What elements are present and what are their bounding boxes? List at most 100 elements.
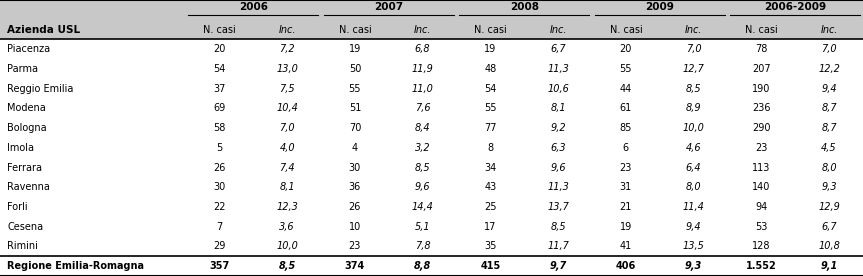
Text: 10,6: 10,6 (547, 84, 569, 94)
Text: Inc.: Inc. (414, 25, 432, 34)
Text: 44: 44 (620, 84, 632, 94)
Text: 7,4: 7,4 (280, 163, 295, 172)
Text: 30: 30 (213, 182, 225, 192)
Text: 7,0: 7,0 (280, 123, 295, 133)
Text: 406: 406 (616, 261, 636, 271)
Text: Ravenna: Ravenna (8, 182, 50, 192)
Text: 9,2: 9,2 (551, 123, 566, 133)
Text: 43: 43 (484, 182, 496, 192)
Text: 6,4: 6,4 (686, 163, 702, 172)
Text: 8,5: 8,5 (415, 163, 431, 172)
Text: 11,9: 11,9 (412, 64, 433, 74)
Text: 22: 22 (213, 202, 225, 212)
Text: 9,3: 9,3 (822, 182, 837, 192)
Text: 19: 19 (620, 222, 632, 232)
Text: 6,8: 6,8 (415, 44, 431, 54)
Text: Forli: Forli (8, 202, 28, 212)
Text: 10,4: 10,4 (276, 104, 298, 113)
Text: 85: 85 (620, 123, 632, 133)
Text: 128: 128 (753, 242, 771, 251)
Text: 7,8: 7,8 (415, 242, 431, 251)
Text: 19: 19 (484, 44, 496, 54)
Text: Bologna: Bologna (8, 123, 47, 133)
Text: Imola: Imola (8, 143, 35, 153)
Text: 30: 30 (349, 163, 361, 172)
Text: 6,7: 6,7 (822, 222, 837, 232)
Text: 12,3: 12,3 (276, 202, 298, 212)
Text: Piacenza: Piacenza (8, 44, 51, 54)
Text: 9,6: 9,6 (551, 163, 566, 172)
Text: 10,8: 10,8 (818, 242, 840, 251)
Text: 8,5: 8,5 (551, 222, 566, 232)
Text: 8,8: 8,8 (414, 261, 432, 271)
Text: N. casi: N. casi (474, 25, 507, 34)
Text: 77: 77 (484, 123, 496, 133)
Text: 14,4: 14,4 (412, 202, 433, 212)
Text: 7,6: 7,6 (415, 104, 431, 113)
Text: Inc.: Inc. (821, 25, 838, 34)
Text: 8,1: 8,1 (551, 104, 566, 113)
Text: Regione Emilia-Romagna: Regione Emilia-Romagna (8, 261, 144, 271)
Text: 8,0: 8,0 (686, 182, 702, 192)
Text: 140: 140 (753, 182, 771, 192)
Text: 20: 20 (620, 44, 632, 54)
Text: 4,5: 4,5 (822, 143, 837, 153)
Text: 6: 6 (623, 143, 629, 153)
Text: Rimini: Rimini (8, 242, 38, 251)
Text: 11,7: 11,7 (547, 242, 569, 251)
Text: 21: 21 (620, 202, 632, 212)
Text: Modena: Modena (8, 104, 47, 113)
Text: 13,7: 13,7 (547, 202, 569, 212)
Text: 35: 35 (484, 242, 496, 251)
Text: 9,3: 9,3 (685, 261, 702, 271)
Text: Reggio Emilia: Reggio Emilia (8, 84, 74, 94)
Text: 8,0: 8,0 (822, 163, 837, 172)
Text: 17: 17 (484, 222, 496, 232)
Text: 12,7: 12,7 (683, 64, 704, 74)
Text: 78: 78 (755, 44, 767, 54)
Text: 6,7: 6,7 (551, 44, 566, 54)
Text: N. casi: N. casi (609, 25, 642, 34)
Text: 26: 26 (213, 163, 225, 172)
Text: 3,6: 3,6 (280, 222, 295, 232)
Text: N. casi: N. casi (203, 25, 236, 34)
Text: 7,5: 7,5 (280, 84, 295, 94)
Text: 7,0: 7,0 (686, 44, 702, 54)
Text: 23: 23 (620, 163, 632, 172)
Text: 50: 50 (349, 64, 361, 74)
Text: 41: 41 (620, 242, 632, 251)
Text: 55: 55 (349, 84, 361, 94)
Text: 8,5: 8,5 (279, 261, 296, 271)
Text: 7: 7 (217, 222, 223, 232)
Text: Ferrara: Ferrara (8, 163, 42, 172)
Text: 4: 4 (352, 143, 358, 153)
Bar (0, 177, 863, 197)
Text: 54: 54 (213, 64, 225, 74)
Text: 55: 55 (484, 104, 496, 113)
Text: 236: 236 (753, 104, 771, 113)
Text: 4,0: 4,0 (280, 143, 295, 153)
Text: 415: 415 (481, 261, 501, 271)
Text: 70: 70 (349, 123, 361, 133)
Bar (0, 0, 863, 20)
Text: 1.552: 1.552 (746, 261, 777, 271)
Text: 11,3: 11,3 (547, 64, 569, 74)
Text: 51: 51 (349, 104, 361, 113)
Text: 3,2: 3,2 (415, 143, 431, 153)
Text: 94: 94 (755, 202, 767, 212)
Bar (0, 118, 863, 138)
Text: 11,4: 11,4 (683, 202, 704, 212)
Text: 8,9: 8,9 (686, 104, 702, 113)
Text: 61: 61 (620, 104, 632, 113)
Bar (0, 256, 863, 276)
Bar (0, 20, 863, 39)
Text: N. casi: N. casi (338, 25, 371, 34)
Text: 55: 55 (620, 64, 632, 74)
Text: 5: 5 (217, 143, 223, 153)
Text: 2008: 2008 (510, 2, 539, 12)
Text: 4,6: 4,6 (686, 143, 702, 153)
Text: 12,2: 12,2 (818, 64, 840, 74)
Text: 54: 54 (484, 84, 496, 94)
Text: 11,0: 11,0 (412, 84, 433, 94)
Text: 357: 357 (210, 261, 230, 271)
